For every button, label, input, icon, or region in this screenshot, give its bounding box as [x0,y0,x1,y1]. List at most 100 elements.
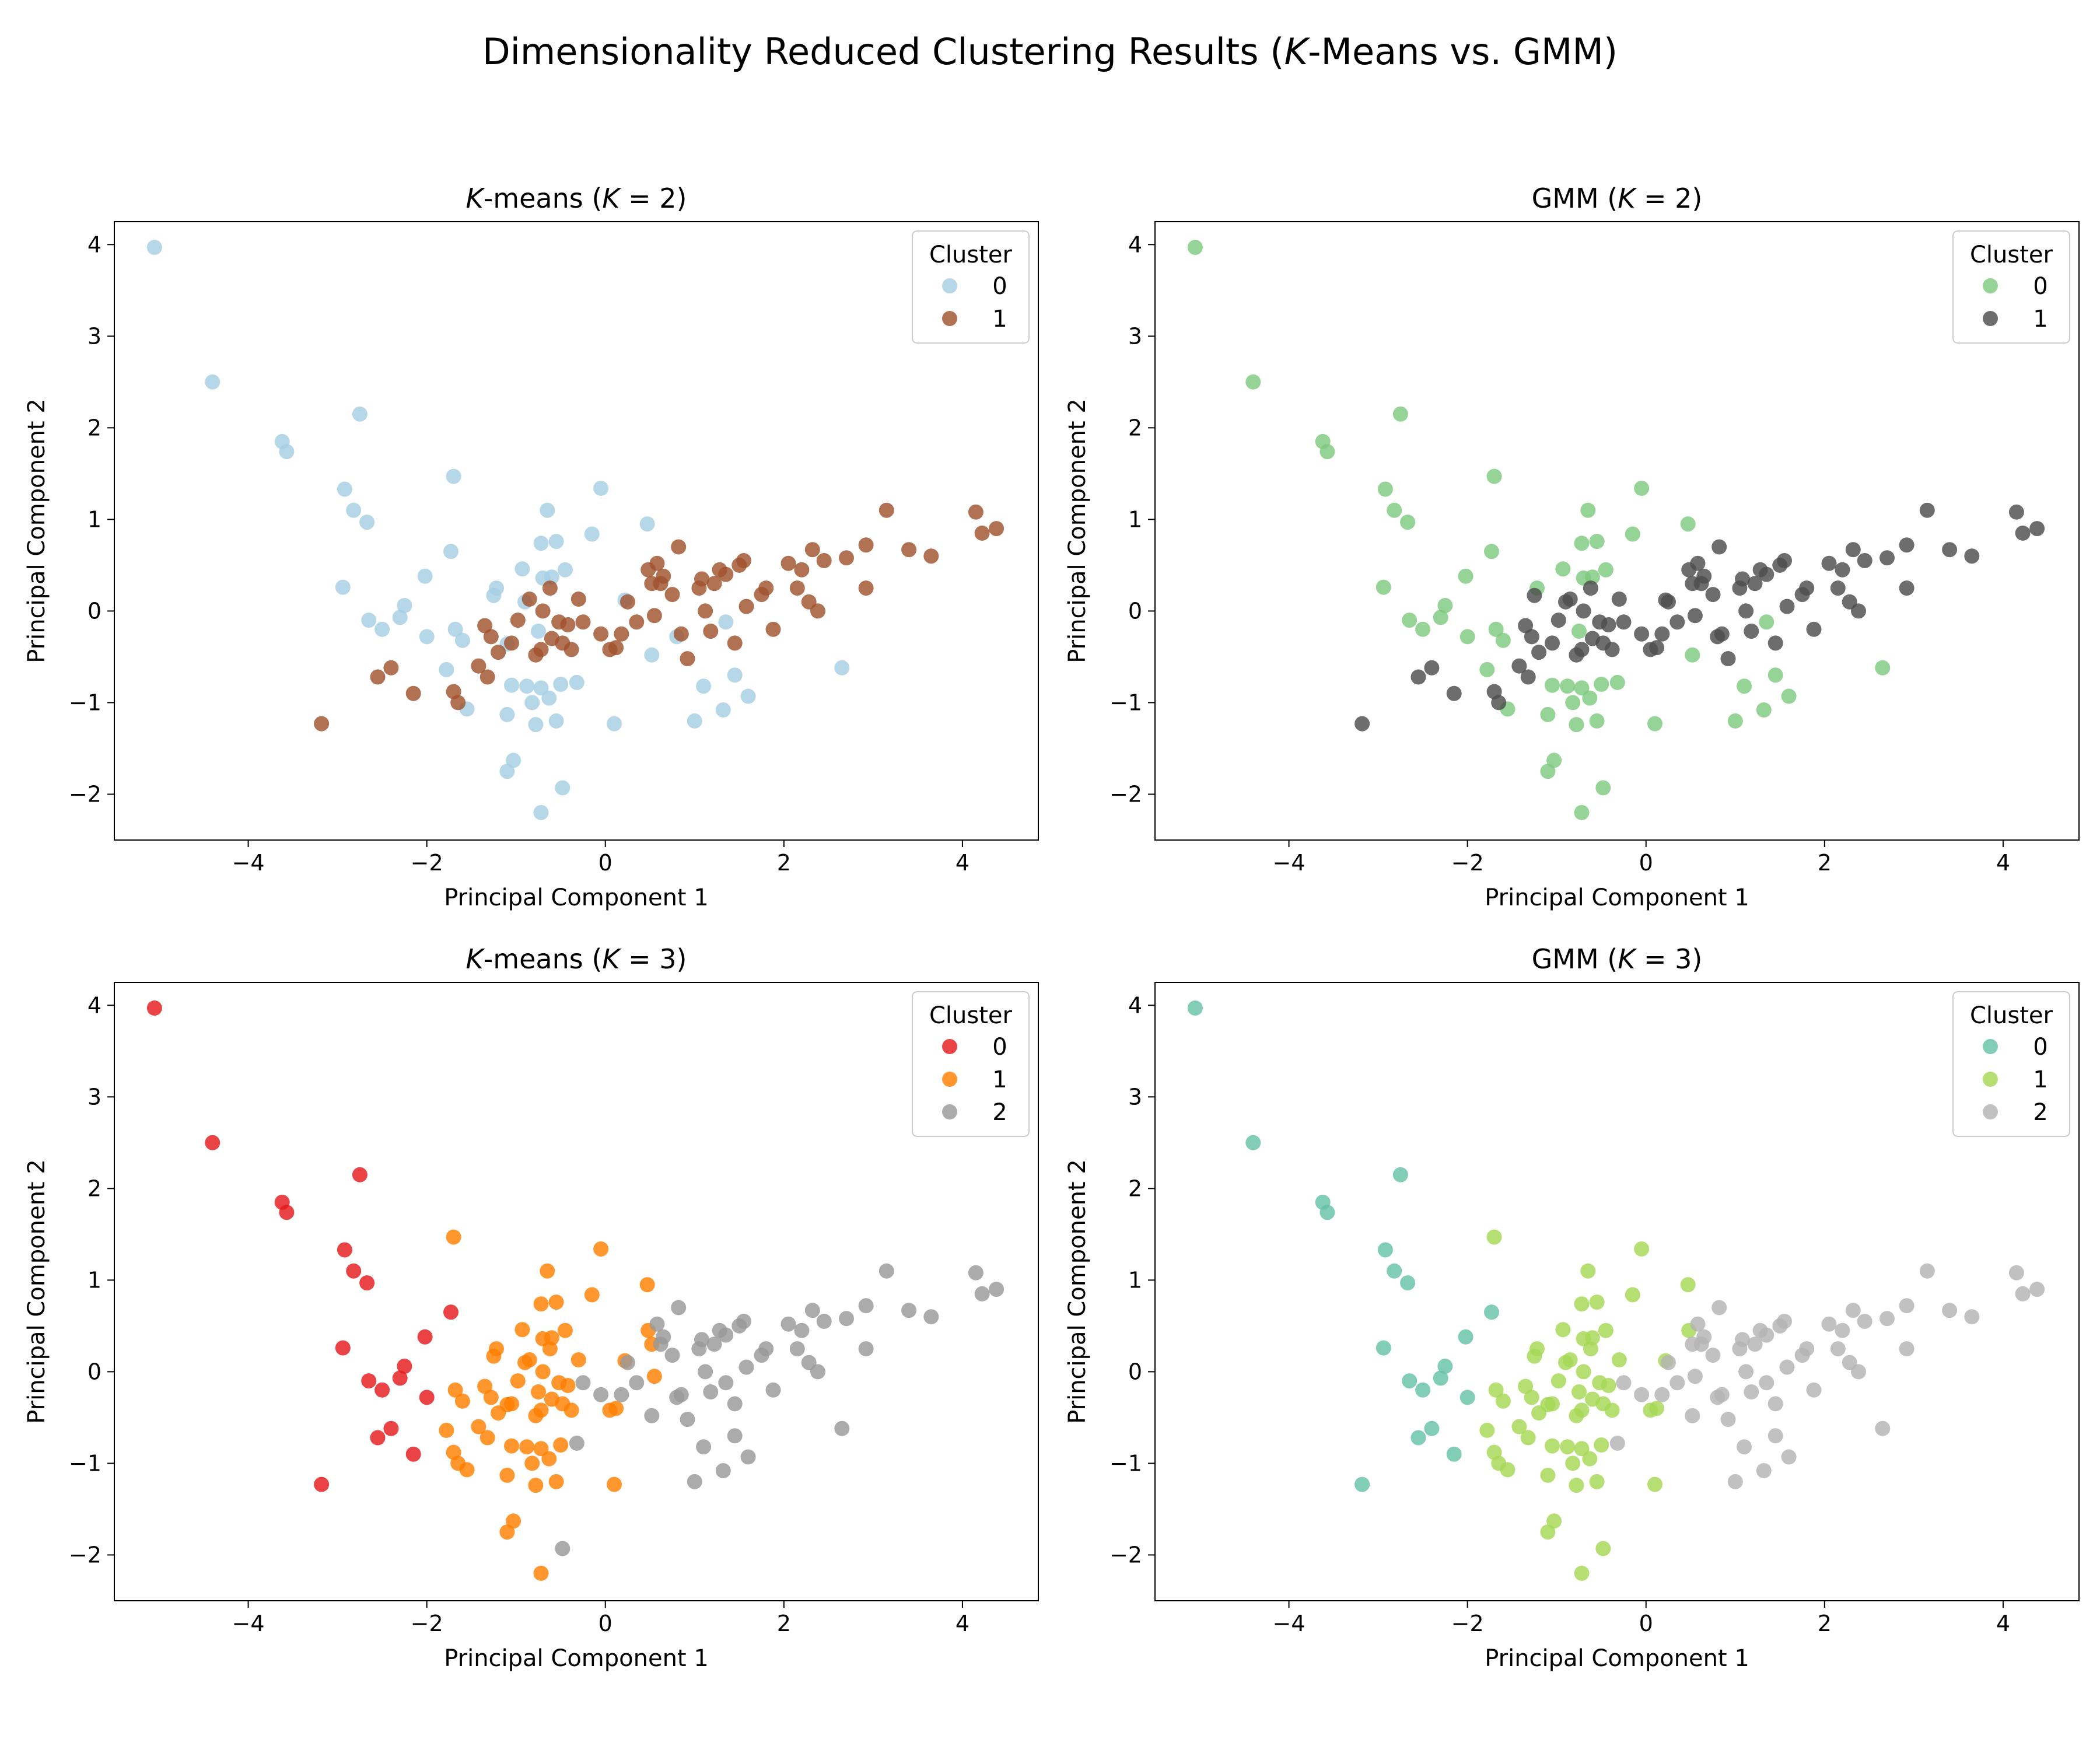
data-point-cluster-2 [1964,1309,1980,1325]
data-point-cluster-2 [1806,1382,1822,1398]
data-point-cluster-1 [1555,1322,1571,1338]
data-point-cluster-0 [1574,536,1590,551]
data-point-cluster-2 [816,1314,832,1329]
y-tick-label: 3 [88,1084,102,1110]
x-axis-label: Principal Component 1 [1485,884,1749,911]
data-point-cluster-0 [314,1476,330,1492]
data-point-cluster-0 [1377,1242,1393,1258]
legend-marker [942,1072,957,1087]
x-tick-label: 0 [1639,850,1653,876]
data-point-cluster-0 [1392,406,1408,422]
data-point-cluster-1 [477,618,493,634]
legend-marker [1983,311,1998,326]
data-point-cluster-0 [1387,1263,1402,1279]
data-point-cluster-2 [736,1314,751,1329]
legend-marker [1983,278,1998,293]
data-point-cluster-1 [454,1393,470,1409]
data-point-cluster-1 [542,580,558,596]
x-tick-label: 2 [777,850,791,876]
x-tick-label: 2 [1818,1611,1832,1636]
data-point-cluster-2 [1720,1412,1736,1427]
data-point-cluster-1 [533,1296,549,1312]
data-point-cluster-1 [540,1263,555,1279]
y-tick-label: −2 [69,1542,102,1567]
y-tick-label: −1 [1110,1450,1142,1476]
data-point-cluster-1 [544,1330,559,1346]
data-point-cluster-1 [1495,1393,1511,1409]
data-point-cluster-2 [1747,1336,1763,1352]
data-point-cluster-0 [519,678,535,694]
data-point-cluster-0 [1484,544,1499,559]
data-point-cluster-1 [1899,580,1915,596]
data-point-cluster-0 [1560,678,1576,694]
data-point-cluster-1 [639,1277,655,1293]
data-point-cluster-1 [1670,614,1685,630]
x-tick-label: 0 [598,850,612,876]
data-point-cluster-0 [541,690,557,706]
data-point-cluster-0 [740,688,756,704]
legend-marker [942,311,957,326]
data-point-cluster-1 [1424,660,1440,676]
data-point-cluster-1 [1744,624,1759,639]
data-point-cluster-2 [839,1311,854,1327]
data-point-cluster-2 [1687,1369,1703,1384]
data-point-cluster-1 [570,592,586,607]
data-point-cluster-1 [1491,695,1507,711]
legend-box [1952,230,2070,344]
data-point-cluster-0 [397,1359,412,1374]
data-point-cluster-0 [1609,674,1625,690]
data-point-cluster-0 [1433,610,1448,625]
data-point-cluster-1 [1574,1565,1590,1581]
data-point-cluster-0 [1320,444,1335,460]
data-point-cluster-1 [794,562,810,578]
data-point-cluster-1 [1560,1439,1576,1455]
data-point-cluster-1 [1649,1401,1665,1416]
data-point-cluster-2 [1727,1474,1743,1489]
data-point-cluster-2 [765,1382,781,1398]
data-point-cluster-0 [335,1340,351,1356]
data-point-cluster-1 [528,1478,544,1493]
y-tick-label: 3 [1128,1084,1142,1110]
data-point-cluster-1 [646,1369,662,1384]
data-point-cluster-0 [1759,614,1774,630]
data-point-cluster-2 [569,1435,584,1451]
plot-frame [1154,221,2080,841]
data-point-cluster-1 [858,580,874,596]
data-point-cluster-0 [337,1242,352,1258]
subplot-title: K-means (K = 3) [466,943,687,975]
data-point-cluster-2 [1777,1314,1792,1329]
data-point-cluster-0 [359,1275,375,1291]
y-tick-label: −1 [1110,690,1142,715]
data-point-cluster-1 [548,1294,564,1310]
data-point-cluster-0 [1582,690,1598,706]
data-point-cluster-1 [1658,592,1674,608]
y-axis-label: Principal Component 2 [1064,398,1091,663]
data-point-cluster-1 [557,1322,573,1338]
data-point-cluster-0 [1875,660,1891,676]
data-point-cluster-2 [706,1336,722,1352]
data-point-cluster-0 [696,678,712,694]
data-point-cluster-2 [738,1359,754,1375]
data-point-cluster-0 [1415,621,1431,637]
data-point-cluster-2 [715,1463,731,1478]
y-tick-label: −2 [1110,781,1142,807]
data-point-cluster-2 [1705,1348,1721,1363]
data-point-cluster-1 [1524,629,1539,645]
data-point-cluster-2 [2015,1286,2031,1301]
y-tick-label: 1 [88,506,102,532]
data-point-cluster-1 [1777,553,1792,568]
data-point-cluster-1 [1574,1441,1590,1457]
data-point-cluster-2 [834,1420,850,1436]
data-point-cluster-0 [417,568,433,584]
data-point-cluster-1 [1857,553,1873,568]
y-tick-label: 3 [88,323,102,349]
data-point-cluster-0 [1546,753,1562,768]
figure-title: Dimensionality Reduced Clustering Result… [482,30,1618,73]
data-point-cluster-1 [1649,640,1665,656]
data-point-cluster-1 [510,1373,526,1389]
data-point-cluster-2 [1781,1449,1797,1465]
data-point-cluster-1 [1616,614,1632,630]
data-point-cluster-0 [335,579,351,595]
data-point-cluster-0 [1727,713,1743,729]
